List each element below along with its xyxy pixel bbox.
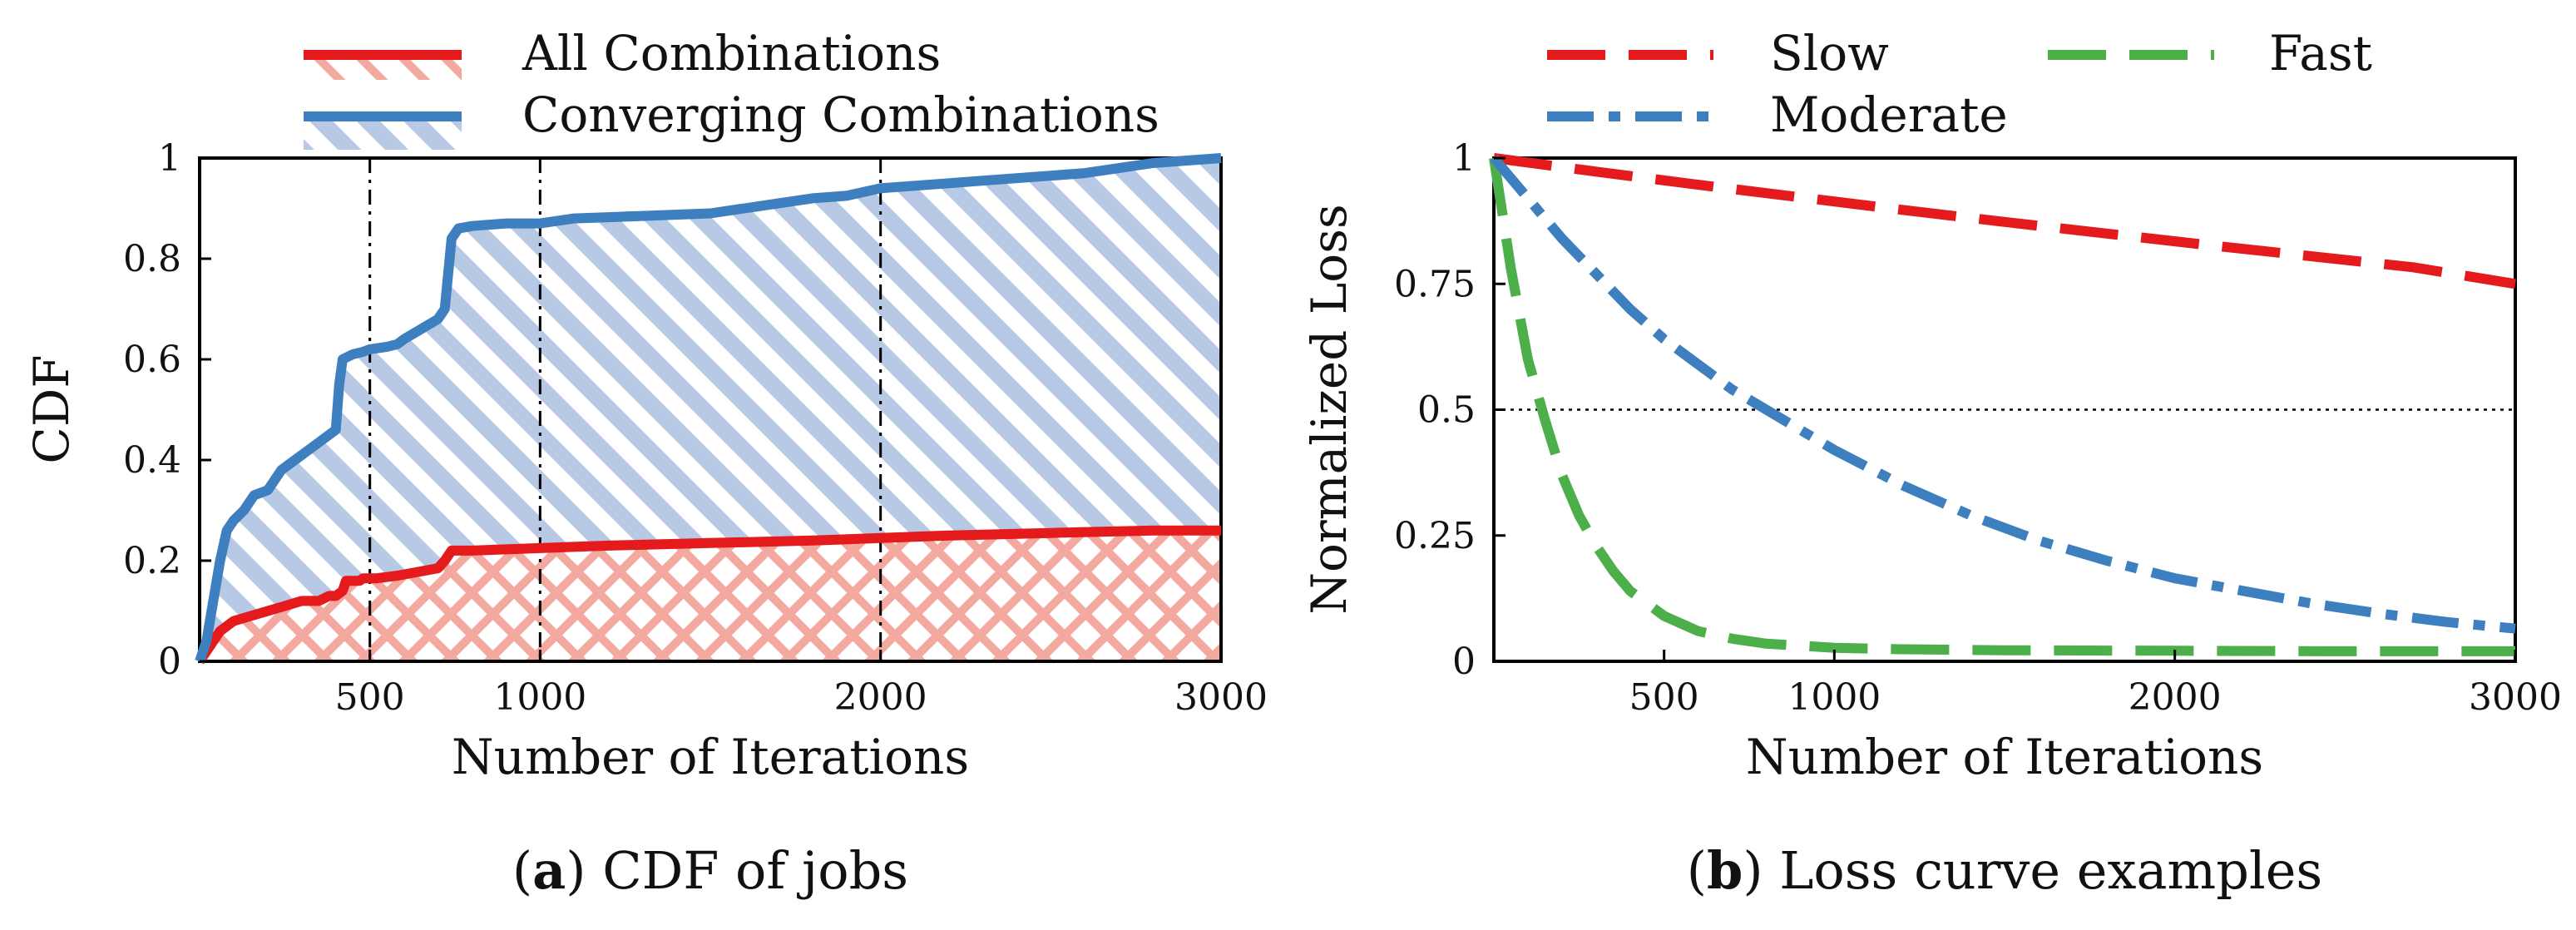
- legend-entry-converging-combinations: Converging Combinations: [304, 87, 1159, 150]
- x-tick-label: 1000: [1787, 676, 1881, 719]
- legend-swatch-hatch: [304, 116, 462, 150]
- x-tick-label: 2000: [834, 676, 927, 719]
- y-tick-label: 0: [158, 641, 181, 683]
- legend-label: All Combinations: [522, 25, 941, 82]
- all-combinations-line: [195, 525, 1221, 665]
- y-axis-label: Normalized Loss: [1301, 204, 1357, 614]
- panel-letter: b: [1707, 840, 1743, 901]
- y-tick-label: 0.75: [1394, 263, 1476, 305]
- cdf-chart: 0 0.2 0.4 0.6 0.8 1 500 1000 2000 3000 CDF Numbe…: [23, 25, 1268, 901]
- x-tick-label: 2000: [2129, 676, 2222, 719]
- y-tick-label: 0.25: [1394, 515, 1476, 557]
- y-tick-label: 0.6: [123, 339, 181, 381]
- moderate-loss-line: [1490, 155, 2516, 634]
- legend-label: Moderate: [1770, 87, 2008, 143]
- legend-entry-slow: Slow: [1547, 25, 1889, 82]
- caption-text: CDF of jobs: [602, 840, 908, 901]
- panel-caption: (b) Loss curve examples: [1687, 840, 2322, 901]
- y-tick-label: 1: [1452, 137, 1476, 180]
- x-tick-label: 500: [335, 676, 405, 719]
- legend-entry-all-combinations: All Combinations: [304, 25, 941, 82]
- caption-text: Loss curve examples: [1779, 840, 2322, 901]
- y-tick-label: 0.2: [123, 540, 181, 582]
- fast-loss-line: [1489, 157, 2515, 656]
- x-tick-label: 1000: [493, 676, 586, 719]
- legend-label: Slow: [1770, 25, 1889, 82]
- x-tick-label: 3000: [2469, 676, 2562, 719]
- slow-loss-line: [1493, 153, 2516, 289]
- x-axis-label: Number of Iterations: [452, 729, 969, 785]
- legend-entry-moderate: Moderate: [1547, 87, 2008, 143]
- y-tick-label: 0.4: [123, 439, 181, 482]
- legend-entry-fast: Fast: [2048, 25, 2372, 82]
- y-tick-label: 0.8: [123, 238, 181, 280]
- y-tick-label: 0.5: [1417, 389, 1476, 432]
- legend-label: Converging Combinations: [522, 87, 1159, 143]
- legend: All Combinations Converging Combinations: [304, 25, 1159, 150]
- plot-frame: [198, 156, 1223, 663]
- all-area-fill-cross: [200, 530, 1221, 661]
- y-tick-label: 1: [158, 137, 181, 180]
- legend-label: Fast: [2269, 25, 2372, 82]
- x-tick-label: 500: [1629, 676, 1699, 719]
- x-axis-label: Number of Iterations: [1746, 729, 2263, 785]
- y-tick-label: 0: [1452, 641, 1476, 683]
- panel-letter: a: [532, 840, 566, 901]
- panel-caption: (a) CDF of jobs: [512, 840, 908, 901]
- legend: Slow Fast Moderate: [1547, 25, 2372, 143]
- converging-combinations-line: [195, 153, 1222, 663]
- y-axis-label: CDF: [23, 354, 80, 463]
- loss-chart: 0 0.25 0.5 0.75 1 500 1000 2000 3000 Normalized…: [1301, 25, 2562, 901]
- x-tick-label: 3000: [1174, 676, 1268, 719]
